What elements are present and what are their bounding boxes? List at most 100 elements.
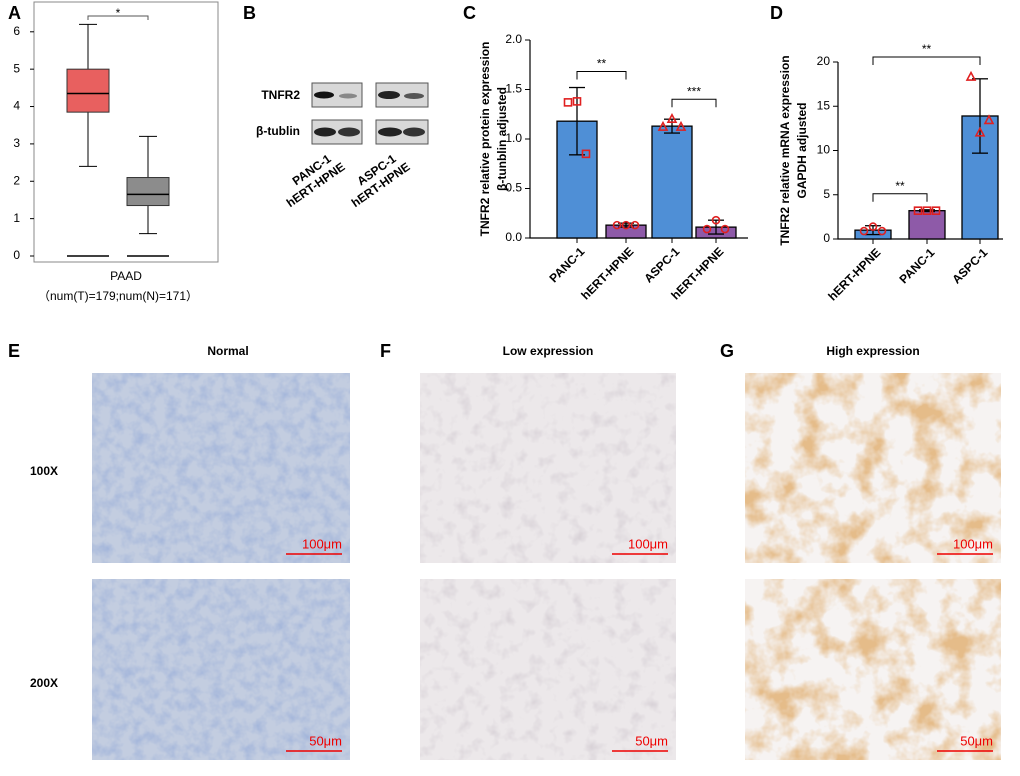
- panel-letter: F: [380, 341, 391, 361]
- y-tick-label: 3: [13, 136, 20, 150]
- x-tick-label: hERT-HPNE: [578, 244, 636, 302]
- y-tick-label: 4: [13, 99, 20, 113]
- panel-title: High expression: [826, 344, 919, 358]
- micrograph-texture: [745, 373, 1001, 563]
- scale-label: 100μm: [953, 536, 993, 551]
- y-axis-label: TNFR2 relative mRNA expression: [778, 55, 792, 245]
- x-axis-label: （num(T)=179;num(N)=171）: [38, 289, 198, 303]
- panel-letter: D: [770, 3, 783, 23]
- band: [338, 127, 360, 137]
- y-tick-label: 2: [13, 173, 20, 187]
- y-tick-label: 5: [13, 61, 20, 75]
- significance: **: [922, 42, 932, 56]
- x-tick-label: ASPC-1: [641, 244, 682, 285]
- significance-bracket: [87, 15, 149, 20]
- y-axis-label: β-tunblin adjusted: [495, 87, 509, 191]
- data-point: [621, 220, 631, 230]
- data-point: [630, 220, 640, 230]
- data-point: [859, 226, 869, 236]
- blot: [311, 82, 429, 145]
- micrograph-texture: [92, 579, 350, 760]
- band: [314, 127, 336, 137]
- panel-letter: G: [720, 341, 734, 361]
- y-tick-label: 20: [817, 54, 831, 68]
- y-axis-label: GAPDH adjusted: [795, 102, 809, 198]
- data-point: [931, 206, 941, 215]
- panel-title: Normal: [207, 344, 248, 358]
- row-label: 100X: [30, 464, 58, 478]
- x-tick-label: PANC-1: [547, 244, 588, 285]
- significance-bracket: [872, 193, 928, 202]
- y-tick-label: 1.5: [505, 82, 522, 96]
- scale-label: 100μm: [628, 536, 668, 551]
- y-tick-label: 0: [13, 248, 20, 262]
- significance: **: [597, 57, 607, 71]
- x-tick-label: PAAD: [110, 269, 142, 283]
- y-tick-label: 5: [823, 187, 830, 201]
- panel-letter: A: [8, 3, 21, 23]
- y-tick-label: 0.5: [505, 181, 522, 195]
- y-axis-label: TNFR2 relative protein expression: [478, 42, 492, 237]
- band: [378, 91, 400, 99]
- data-point: [913, 206, 923, 215]
- data-point: [666, 113, 678, 123]
- panel-title: Low expression: [503, 344, 594, 358]
- significance-bracket: [872, 56, 981, 66]
- y-tick-label: 0: [823, 231, 830, 245]
- y-tick-label: 0.0: [505, 230, 522, 244]
- data-point: [983, 114, 995, 125]
- data-point: [877, 226, 887, 236]
- significance-bracket: [576, 71, 627, 80]
- micrograph-texture: [92, 373, 350, 563]
- data-point: [657, 120, 669, 131]
- data-point: [612, 220, 622, 230]
- panel-letter: B: [243, 3, 256, 23]
- x-tick-label: ASPC-1: [949, 245, 990, 286]
- band: [378, 127, 402, 137]
- row-label: 200X: [30, 676, 58, 690]
- y-tick-label: 1.0: [505, 131, 522, 145]
- data-point: [720, 224, 730, 234]
- significance: ***: [687, 84, 701, 98]
- bar: [651, 125, 693, 239]
- y-tick-label: 1: [13, 211, 20, 225]
- y-tick-label: 6: [13, 24, 20, 38]
- x-tick-label: PANC-1: [897, 245, 938, 286]
- y-tick-label: 15: [817, 98, 831, 112]
- scale-label: 50μm: [635, 733, 668, 748]
- panel-letter: E: [8, 341, 20, 361]
- data-point: [965, 70, 977, 81]
- data-point: [675, 120, 687, 131]
- blot-row-label: β-tublin: [256, 124, 300, 138]
- bar: [908, 210, 946, 240]
- x-tick-label: hERT-HPNE: [825, 245, 883, 303]
- data-point: [702, 224, 712, 234]
- y-tick-label: 2.0: [505, 32, 522, 46]
- plot-frame: [33, 1, 219, 263]
- data-point: [572, 97, 582, 106]
- band: [403, 127, 425, 137]
- band: [314, 91, 334, 99]
- micrograph-texture: [420, 579, 676, 760]
- significance: *: [116, 6, 121, 20]
- band: [404, 93, 424, 99]
- box: [126, 177, 170, 207]
- data-point: [711, 215, 721, 225]
- y-tick-label: 10: [817, 143, 831, 157]
- blot-row-label: TNFR2: [261, 88, 300, 102]
- box: [66, 68, 110, 113]
- band: [339, 93, 357, 99]
- micrograph-texture: [745, 579, 1001, 760]
- scale-label: 50μm: [309, 733, 342, 748]
- data-point: [563, 98, 573, 107]
- significance-bracket: [671, 98, 717, 108]
- panel-letter: C: [463, 3, 476, 23]
- micrograph-texture: [420, 373, 676, 563]
- data-point: [922, 206, 932, 215]
- data-point: [868, 222, 878, 231]
- scale-label: 100μm: [302, 536, 342, 551]
- data-point: [974, 126, 986, 137]
- data-point: [581, 149, 591, 159]
- significance: **: [895, 179, 905, 193]
